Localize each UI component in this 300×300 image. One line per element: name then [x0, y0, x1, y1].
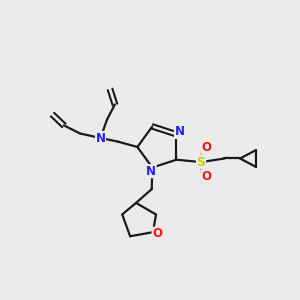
Text: S: S: [196, 156, 206, 169]
Text: O: O: [201, 170, 211, 183]
Text: N: N: [146, 165, 156, 178]
Text: O: O: [201, 141, 211, 154]
Text: N: N: [95, 131, 106, 145]
Text: O: O: [152, 227, 162, 240]
Text: N: N: [175, 125, 184, 138]
